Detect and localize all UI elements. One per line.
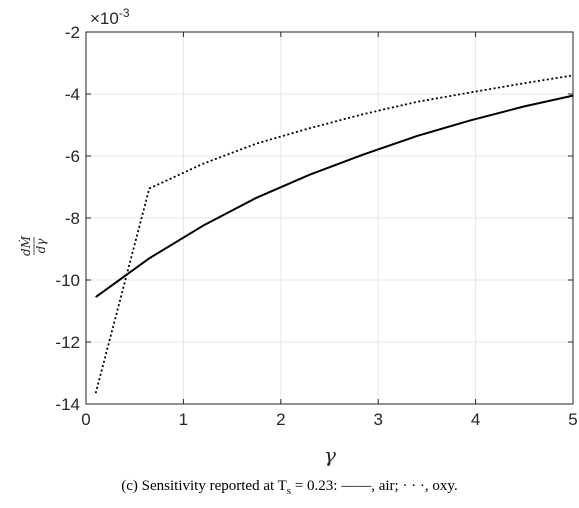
series-line-solid: [95, 94, 574, 298]
y-tick-label: -14: [55, 395, 80, 414]
x-tick-label: 2: [276, 410, 285, 429]
series-group: [94, 74, 574, 394]
y-axis-label-numerator: dṀ: [18, 235, 33, 256]
caption-subscript: s: [286, 485, 292, 497]
y-multiplier-exponent: -3: [119, 6, 130, 20]
caption-prefix: (c) Sensitivity reported at T: [121, 478, 287, 494]
y-multiplier-base: ×10: [90, 9, 119, 28]
y-tick-label: -2: [65, 23, 80, 42]
y-axis-label-denominator: dγ: [34, 238, 48, 254]
y-axis-label: dṀ dγ: [18, 235, 48, 256]
series-line-dotted: [94, 74, 574, 394]
y-tick-label: -6: [65, 147, 80, 166]
y-tick-label: -10: [55, 271, 80, 290]
x-tick-label: 4: [471, 410, 480, 429]
x-tick-label: 1: [179, 410, 188, 429]
x-tick-label: 5: [568, 410, 577, 429]
y-tick-label: -12: [55, 333, 80, 352]
x-tick-labels: 0 1 2 3 4 5: [81, 410, 577, 429]
x-tick-label: 3: [373, 410, 382, 429]
y-tick-label: -4: [65, 85, 80, 104]
figure-caption: (c) Sensitivity reported at Ts = 0.23: —…: [0, 478, 579, 497]
x-axis-label: γ: [324, 443, 336, 467]
y-tick-label: -8: [65, 209, 80, 228]
x-tick-label: 0: [81, 410, 90, 429]
tick-marks: [85, 31, 574, 405]
y-tick-labels: -2 -4 -6 -8 -10 -12 -14: [55, 23, 80, 414]
y-multiplier: ×10-3: [90, 6, 130, 28]
caption-suffix: = 0.23: ——, air; · · ·, oxy.: [291, 478, 458, 494]
